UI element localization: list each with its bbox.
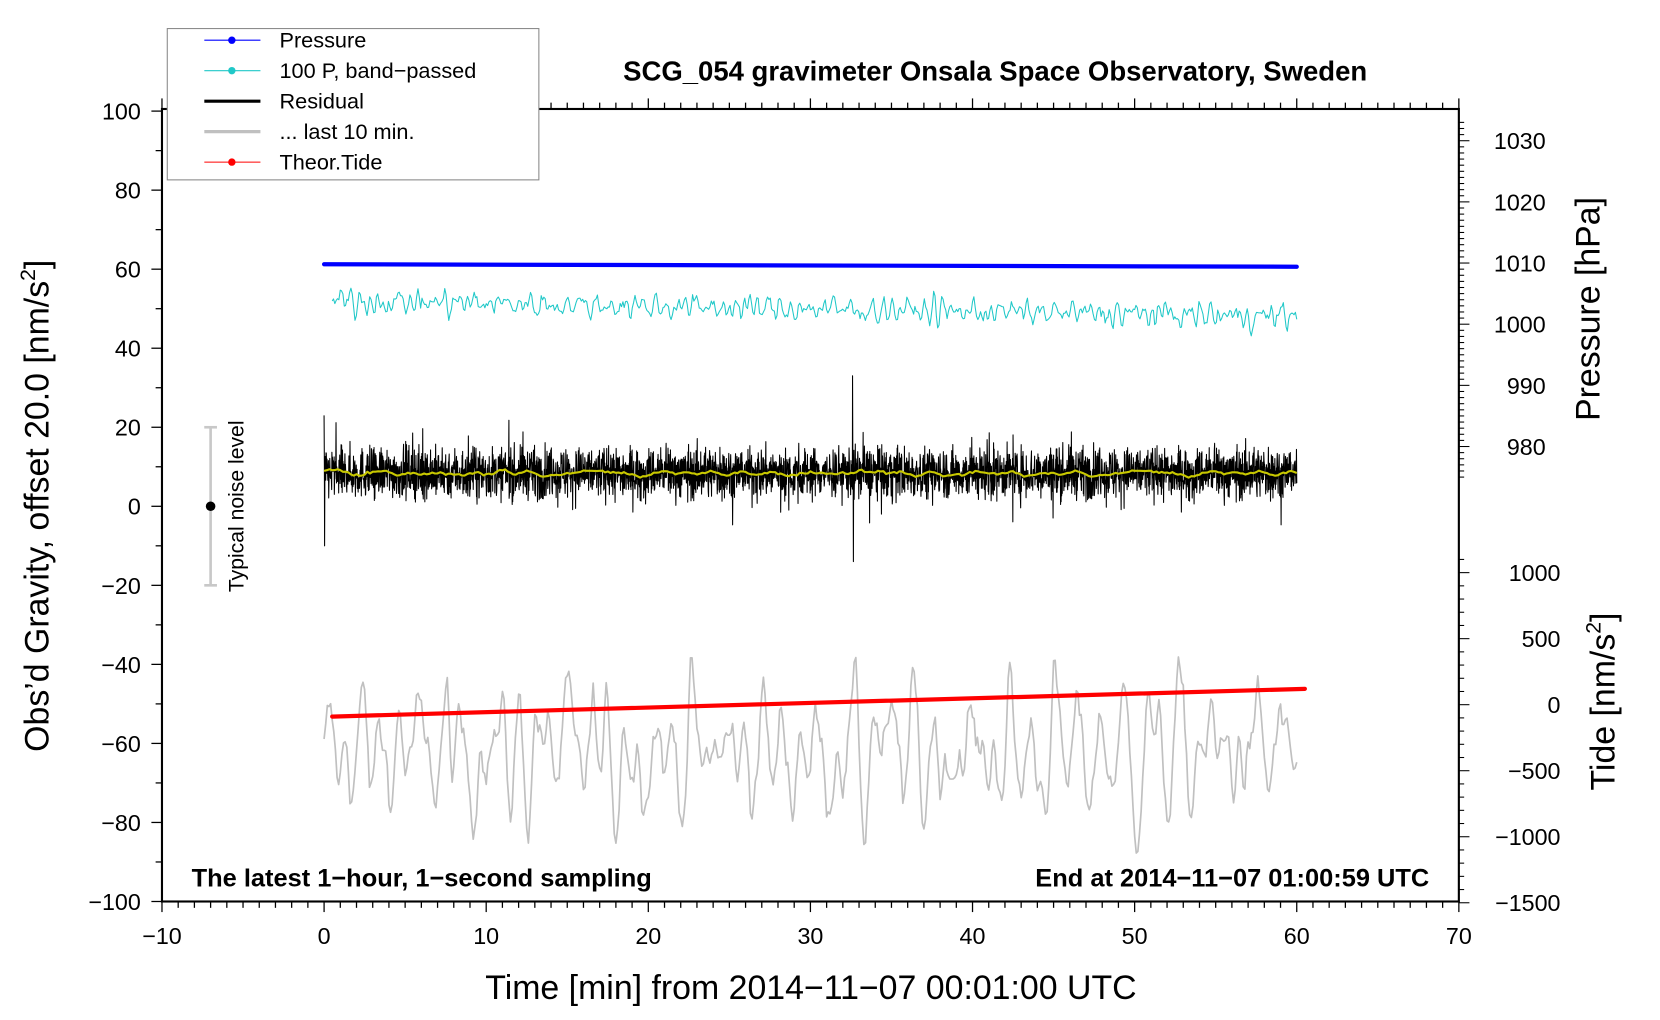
y-tick-label: −100 <box>88 889 140 915</box>
tide-axis-label: Tide [nm/s2] <box>1583 613 1623 791</box>
legend-label: Residual <box>279 89 363 114</box>
pressure-tick-label: 1030 <box>1494 128 1546 154</box>
legend-item: 100 P, band−passed <box>204 58 476 83</box>
y-tick-label: 80 <box>115 178 141 204</box>
pressure-axis-label: Pressure [hPa] <box>1570 197 1608 421</box>
legend-label: ... last 10 min. <box>279 119 414 144</box>
x-tick-label: 10 <box>473 923 499 949</box>
x-axis-label: Time [min] from 2014−11−07 00:01:00 UTC <box>485 969 1136 1007</box>
tide-tick-label: 1000 <box>1509 560 1561 586</box>
y-tick-label: −40 <box>101 652 141 678</box>
end-time-note: End at 2014−11−07 01:00:59 UTC <box>1035 865 1429 893</box>
x-tick-label: 40 <box>960 923 986 949</box>
legend-item: ... last 10 min. <box>204 119 415 144</box>
pressure-tick-label: 1010 <box>1494 251 1546 277</box>
y-tick-label: 60 <box>115 257 141 283</box>
legend-label: Pressure <box>279 28 366 53</box>
legend-label: 100 P, band−passed <box>279 58 476 83</box>
x-tick-label: 60 <box>1284 923 1310 949</box>
pressure-tick-label: 1000 <box>1494 312 1546 338</box>
theoretical-tide-line <box>330 686 1307 719</box>
noise-level-bar: Typical noise level <box>204 420 248 592</box>
y-axis-label: Obs’d Gravity, offset 20.0 [nm/s2] <box>17 260 57 752</box>
y-tick-label: 0 <box>128 494 141 520</box>
residual-line <box>323 375 1298 563</box>
pressure-tick-label: 1020 <box>1494 189 1546 215</box>
band-passed-pressure-line <box>331 287 1298 337</box>
tide-tick-label: 500 <box>1522 626 1561 652</box>
legend-label: Theor.Tide <box>279 150 382 175</box>
tide-tick-label: 0 <box>1548 692 1561 718</box>
tide-tick-label: −500 <box>1508 758 1560 784</box>
legend-item: Pressure <box>204 28 366 53</box>
plot-frame <box>160 107 1460 903</box>
x-tick-label: 0 <box>318 923 331 949</box>
last-10-min-line <box>323 656 1298 854</box>
y-tick-label: 40 <box>115 336 141 362</box>
legend-item: Residual <box>204 89 364 114</box>
legend-marker-icon <box>228 36 236 44</box>
legend-item: Theor.Tide <box>204 150 382 175</box>
pressure-tick-label: 980 <box>1507 434 1546 460</box>
tide-tick-label: −1500 <box>1495 890 1560 916</box>
sampling-note: The latest 1−hour, 1−second sampling <box>192 865 652 893</box>
x-tick-label: 50 <box>1122 923 1148 949</box>
y-tick-label: −20 <box>101 573 141 599</box>
chart-title: SCG_054 gravimeter Onsala Space Observat… <box>623 55 1367 86</box>
legend-marker-icon <box>228 158 236 166</box>
x-tick-label: 30 <box>797 923 823 949</box>
pressure-line <box>321 262 1299 269</box>
x-tick-label: −10 <box>142 923 182 949</box>
residual-smoothed-line <box>323 468 1298 479</box>
y-tick-label: −60 <box>101 731 141 757</box>
tide-tick-label: −1000 <box>1495 824 1560 850</box>
x-tick-label: 20 <box>635 923 661 949</box>
noise-bar-center-dot <box>205 501 216 512</box>
y-tick-label: 20 <box>115 415 141 441</box>
legend: Pressure 100 P, band−passed Residual ... la… <box>166 28 540 181</box>
plot-marks <box>321 262 1307 854</box>
noise-level-label: Typical noise level <box>225 420 248 592</box>
pressure-tick-label: 990 <box>1507 373 1546 399</box>
axis-ticks: −10 0 10 20 30 40 50 60 70100806040200−20−40−60−… <box>88 98 1561 949</box>
legend-box <box>166 28 540 181</box>
x-tick-label: 70 <box>1446 923 1472 949</box>
legend-marker-icon <box>228 66 236 75</box>
y-tick-label: 100 <box>102 99 141 125</box>
y-tick-label: −80 <box>101 810 141 836</box>
